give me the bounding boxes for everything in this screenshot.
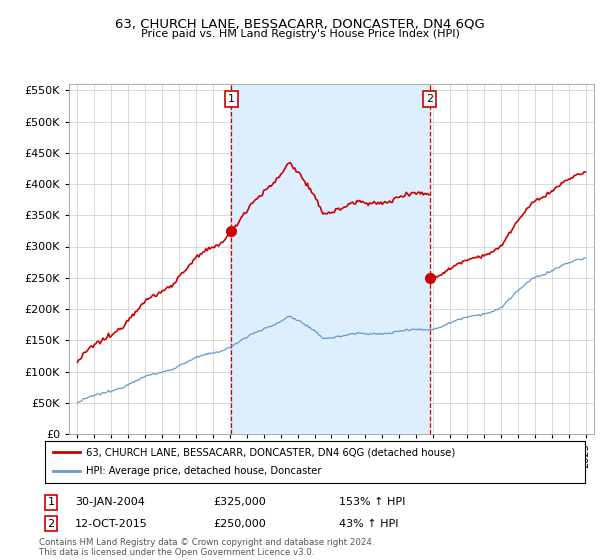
Text: 12-OCT-2015: 12-OCT-2015 (75, 519, 148, 529)
Text: 30-JAN-2004: 30-JAN-2004 (75, 497, 145, 507)
Text: 1: 1 (228, 94, 235, 104)
Text: 2: 2 (426, 94, 433, 104)
Text: 43% ↑ HPI: 43% ↑ HPI (339, 519, 398, 529)
Text: 1: 1 (47, 497, 55, 507)
Text: £325,000: £325,000 (213, 497, 266, 507)
Text: 63, CHURCH LANE, BESSACARR, DONCASTER, DN4 6QG (detached house): 63, CHURCH LANE, BESSACARR, DONCASTER, D… (86, 447, 455, 457)
Text: HPI: Average price, detached house, Doncaster: HPI: Average price, detached house, Donc… (86, 466, 321, 477)
Text: 153% ↑ HPI: 153% ↑ HPI (339, 497, 406, 507)
Bar (231, 84, 430, 434)
Text: £250,000: £250,000 (213, 519, 266, 529)
Text: 63, CHURCH LANE, BESSACARR, DONCASTER, DN4 6QG: 63, CHURCH LANE, BESSACARR, DONCASTER, D… (115, 18, 485, 31)
Text: Contains HM Land Registry data © Crown copyright and database right 2024.
This d: Contains HM Land Registry data © Crown c… (39, 538, 374, 557)
Text: Price paid vs. HM Land Registry's House Price Index (HPI): Price paid vs. HM Land Registry's House … (140, 29, 460, 39)
Text: 2: 2 (47, 519, 55, 529)
